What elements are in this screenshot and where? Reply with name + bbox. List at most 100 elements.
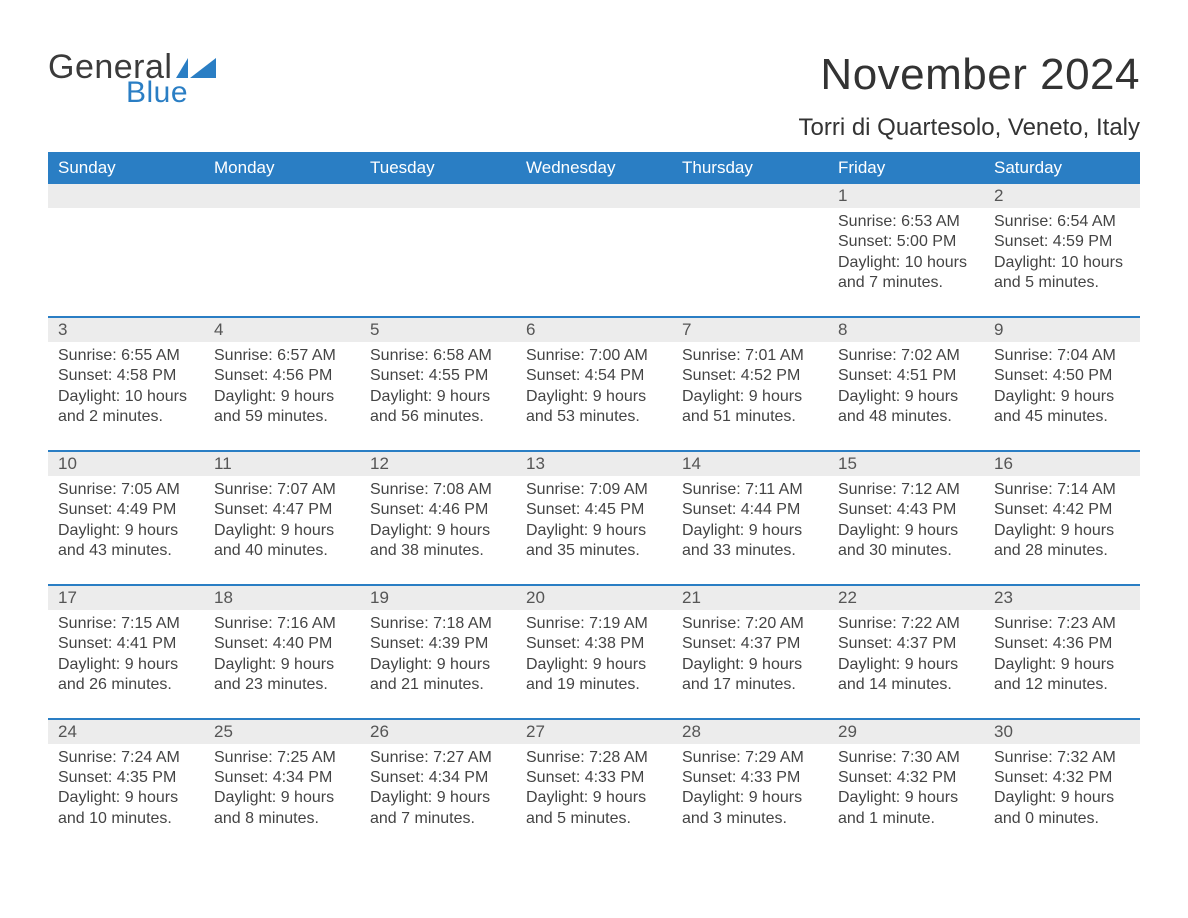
sunset-text: Sunset: 4:35 PM — [58, 768, 194, 788]
calendar-cell: 1Sunrise: 6:53 AMSunset: 5:00 PMDaylight… — [828, 184, 984, 317]
logo: General Blue — [48, 50, 216, 108]
daylight-text: Daylight: 9 hours and 35 minutes. — [526, 521, 662, 562]
calendar-cell: 7Sunrise: 7:01 AMSunset: 4:52 PMDaylight… — [672, 317, 828, 451]
sunset-text: Sunset: 5:00 PM — [838, 232, 974, 252]
sunrise-text: Sunrise: 7:05 AM — [58, 480, 194, 500]
sunrise-text: Sunrise: 6:53 AM — [838, 212, 974, 232]
calendar-cell: 26Sunrise: 7:27 AMSunset: 4:34 PMDayligh… — [360, 719, 516, 852]
month-title: November 2024 — [798, 50, 1140, 100]
day-details: Sunrise: 7:28 AMSunset: 4:33 PMDaylight:… — [516, 744, 672, 830]
sunset-text: Sunset: 4:41 PM — [58, 634, 194, 654]
day-details: Sunrise: 7:11 AMSunset: 4:44 PMDaylight:… — [672, 476, 828, 562]
day-number — [672, 184, 828, 208]
sunrise-text: Sunrise: 7:23 AM — [994, 614, 1130, 634]
day-number: 12 — [360, 452, 516, 476]
sunrise-text: Sunrise: 7:14 AM — [994, 480, 1130, 500]
calendar-cell: 20Sunrise: 7:19 AMSunset: 4:38 PMDayligh… — [516, 585, 672, 719]
day-number: 15 — [828, 452, 984, 476]
sunset-text: Sunset: 4:45 PM — [526, 500, 662, 520]
calendar-row: 1Sunrise: 6:53 AMSunset: 5:00 PMDaylight… — [48, 184, 1140, 317]
calendar-cell: 24Sunrise: 7:24 AMSunset: 4:35 PMDayligh… — [48, 719, 204, 852]
day-details: Sunrise: 7:04 AMSunset: 4:50 PMDaylight:… — [984, 342, 1140, 428]
sunrise-text: Sunrise: 6:55 AM — [58, 346, 194, 366]
sunrise-text: Sunrise: 7:27 AM — [370, 748, 506, 768]
daylight-text: Daylight: 9 hours and 43 minutes. — [58, 521, 194, 562]
daylight-text: Daylight: 9 hours and 19 minutes. — [526, 655, 662, 696]
daylight-text: Daylight: 9 hours and 48 minutes. — [838, 387, 974, 428]
day-number: 26 — [360, 720, 516, 744]
sunrise-text: Sunrise: 7:11 AM — [682, 480, 818, 500]
day-details: Sunrise: 7:08 AMSunset: 4:46 PMDaylight:… — [360, 476, 516, 562]
day-details: Sunrise: 7:15 AMSunset: 4:41 PMDaylight:… — [48, 610, 204, 696]
daylight-text: Daylight: 9 hours and 14 minutes. — [838, 655, 974, 696]
daylight-text: Daylight: 9 hours and 30 minutes. — [838, 521, 974, 562]
day-details: Sunrise: 7:01 AMSunset: 4:52 PMDaylight:… — [672, 342, 828, 428]
calendar-cell: 2Sunrise: 6:54 AMSunset: 4:59 PMDaylight… — [984, 184, 1140, 317]
sunrise-text: Sunrise: 7:20 AM — [682, 614, 818, 634]
sunset-text: Sunset: 4:34 PM — [214, 768, 350, 788]
weekday-header: Friday — [828, 152, 984, 184]
calendar-cell-empty — [48, 184, 204, 317]
header: General Blue November 2024 Torri di Quar… — [48, 50, 1140, 142]
sunset-text: Sunset: 4:39 PM — [370, 634, 506, 654]
day-number: 27 — [516, 720, 672, 744]
day-details: Sunrise: 7:27 AMSunset: 4:34 PMDaylight:… — [360, 744, 516, 830]
sunrise-text: Sunrise: 7:12 AM — [838, 480, 974, 500]
weekday-header: Monday — [204, 152, 360, 184]
flag-icon — [176, 54, 216, 78]
day-number: 24 — [48, 720, 204, 744]
sunrise-text: Sunrise: 7:15 AM — [58, 614, 194, 634]
day-number: 14 — [672, 452, 828, 476]
daylight-text: Daylight: 9 hours and 38 minutes. — [370, 521, 506, 562]
day-details: Sunrise: 7:32 AMSunset: 4:32 PMDaylight:… — [984, 744, 1140, 830]
calendar-row: 24Sunrise: 7:24 AMSunset: 4:35 PMDayligh… — [48, 719, 1140, 852]
sunrise-text: Sunrise: 7:00 AM — [526, 346, 662, 366]
day-number: 13 — [516, 452, 672, 476]
daylight-text: Daylight: 9 hours and 17 minutes. — [682, 655, 818, 696]
sunset-text: Sunset: 4:33 PM — [682, 768, 818, 788]
day-number: 23 — [984, 586, 1140, 610]
sunset-text: Sunset: 4:58 PM — [58, 366, 194, 386]
sunrise-text: Sunrise: 7:16 AM — [214, 614, 350, 634]
daylight-text: Daylight: 9 hours and 3 minutes. — [682, 788, 818, 829]
daylight-text: Daylight: 9 hours and 28 minutes. — [994, 521, 1130, 562]
calendar-cell: 27Sunrise: 7:28 AMSunset: 4:33 PMDayligh… — [516, 719, 672, 852]
day-details: Sunrise: 7:22 AMSunset: 4:37 PMDaylight:… — [828, 610, 984, 696]
calendar-cell: 12Sunrise: 7:08 AMSunset: 4:46 PMDayligh… — [360, 451, 516, 585]
weekday-header: Sunday — [48, 152, 204, 184]
day-number: 10 — [48, 452, 204, 476]
sunset-text: Sunset: 4:34 PM — [370, 768, 506, 788]
calendar-cell: 29Sunrise: 7:30 AMSunset: 4:32 PMDayligh… — [828, 719, 984, 852]
calendar-cell: 13Sunrise: 7:09 AMSunset: 4:45 PMDayligh… — [516, 451, 672, 585]
sunrise-text: Sunrise: 7:04 AM — [994, 346, 1130, 366]
day-number — [360, 184, 516, 208]
sunset-text: Sunset: 4:38 PM — [526, 634, 662, 654]
day-details: Sunrise: 6:55 AMSunset: 4:58 PMDaylight:… — [48, 342, 204, 428]
sunset-text: Sunset: 4:32 PM — [838, 768, 974, 788]
sunrise-text: Sunrise: 7:30 AM — [838, 748, 974, 768]
day-number: 7 — [672, 318, 828, 342]
calendar-cell: 6Sunrise: 7:00 AMSunset: 4:54 PMDaylight… — [516, 317, 672, 451]
daylight-text: Daylight: 9 hours and 10 minutes. — [58, 788, 194, 829]
daylight-text: Daylight: 9 hours and 8 minutes. — [214, 788, 350, 829]
calendar-cell-empty — [672, 184, 828, 317]
daylight-text: Daylight: 9 hours and 12 minutes. — [994, 655, 1130, 696]
sunset-text: Sunset: 4:49 PM — [58, 500, 194, 520]
day-number: 3 — [48, 318, 204, 342]
calendar-cell: 18Sunrise: 7:16 AMSunset: 4:40 PMDayligh… — [204, 585, 360, 719]
daylight-text: Daylight: 9 hours and 59 minutes. — [214, 387, 350, 428]
day-details: Sunrise: 7:02 AMSunset: 4:51 PMDaylight:… — [828, 342, 984, 428]
day-number: 20 — [516, 586, 672, 610]
calendar-cell: 19Sunrise: 7:18 AMSunset: 4:39 PMDayligh… — [360, 585, 516, 719]
logo-text-blue: Blue — [126, 78, 216, 108]
sunrise-text: Sunrise: 7:25 AM — [214, 748, 350, 768]
day-details: Sunrise: 7:09 AMSunset: 4:45 PMDaylight:… — [516, 476, 672, 562]
weekday-header: Tuesday — [360, 152, 516, 184]
calendar-cell: 30Sunrise: 7:32 AMSunset: 4:32 PMDayligh… — [984, 719, 1140, 852]
day-number: 17 — [48, 586, 204, 610]
daylight-text: Daylight: 9 hours and 23 minutes. — [214, 655, 350, 696]
sunset-text: Sunset: 4:46 PM — [370, 500, 506, 520]
daylight-text: Daylight: 9 hours and 56 minutes. — [370, 387, 506, 428]
weekday-header: Wednesday — [516, 152, 672, 184]
calendar-cell: 8Sunrise: 7:02 AMSunset: 4:51 PMDaylight… — [828, 317, 984, 451]
